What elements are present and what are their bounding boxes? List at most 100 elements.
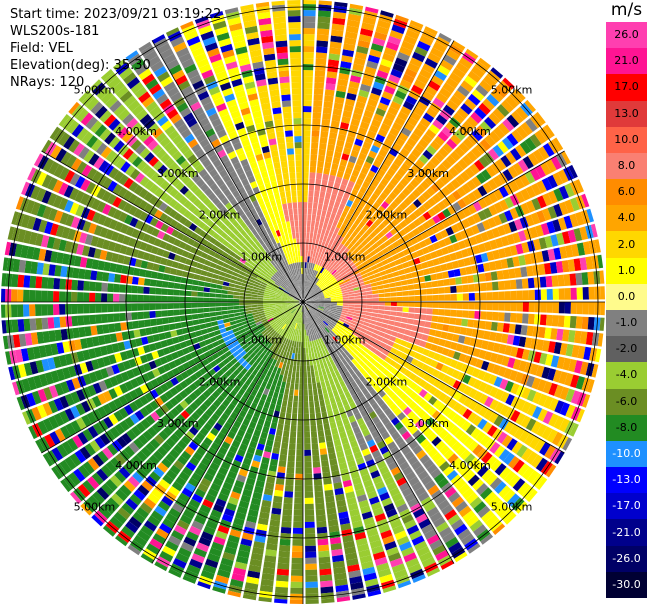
velocity-gate (97, 214, 107, 226)
velocity-gate (496, 431, 508, 444)
velocity-gate (314, 491, 324, 498)
velocity-gate (350, 440, 359, 448)
velocity-gate (433, 135, 445, 147)
velocity-gate (296, 317, 299, 324)
velocity-gate (535, 165, 546, 179)
velocity-gate (536, 180, 547, 194)
velocity-gate (326, 224, 332, 231)
velocity-gate (233, 295, 240, 299)
velocity-gate (350, 223, 358, 231)
velocity-gate (116, 436, 128, 448)
velocity-gate (134, 398, 144, 409)
velocity-gate (181, 235, 190, 243)
velocity-gate (515, 106, 529, 121)
velocity-gate (244, 378, 252, 386)
velocity-gate (456, 285, 463, 293)
velocity-gate (402, 296, 409, 302)
velocity-gate (299, 311, 302, 318)
velocity-gate (305, 256, 308, 263)
velocity-gate (248, 278, 256, 284)
velocity-gate (404, 158, 414, 168)
velocity-gate (375, 107, 386, 117)
velocity-gate (214, 357, 223, 365)
velocity-gate (66, 328, 74, 340)
velocity-gate (307, 302, 313, 304)
velocity-gate (316, 40, 329, 48)
velocity-gate (354, 378, 362, 386)
velocity-gate (396, 456, 407, 466)
velocity-gate (351, 230, 358, 238)
velocity-gate (210, 413, 220, 422)
velocity-gate (365, 360, 373, 368)
velocity-gate (390, 311, 397, 316)
velocity-gate (305, 294, 311, 300)
velocity-gate (319, 246, 324, 254)
velocity-gate (293, 303, 300, 306)
velocity-gate (358, 152, 367, 161)
velocity-gate (334, 325, 341, 331)
velocity-gate (273, 495, 283, 503)
velocity-gate (397, 580, 412, 589)
velocity-gate (312, 300, 319, 302)
velocity-gate (478, 273, 486, 282)
velocity-gate (43, 387, 53, 401)
velocity-gate (305, 557, 317, 564)
velocity-gate (314, 184, 321, 192)
velocity-gate (220, 557, 234, 567)
velocity-gate (376, 262, 384, 268)
velocity-gate (251, 345, 258, 352)
velocity-gate (286, 376, 292, 383)
velocity-gate (373, 551, 386, 561)
velocity-gate (304, 455, 312, 462)
velocity-gate (284, 418, 291, 426)
velocity-gate (412, 319, 420, 326)
velocity-gate (405, 435, 415, 446)
velocity-gate (410, 358, 419, 366)
velocity-gate (344, 546, 357, 555)
velocity-gate (247, 394, 255, 402)
velocity-gate (410, 251, 419, 259)
velocity-gate (328, 258, 334, 265)
velocity-gate (281, 515, 292, 522)
velocity-gate (398, 132, 409, 142)
velocity-gate (300, 348, 303, 354)
velocity-gate (296, 305, 301, 310)
velocity-gate (348, 296, 355, 300)
velocity-gate (157, 325, 165, 333)
velocity-gate (315, 345, 320, 353)
velocity-gate (64, 170, 75, 184)
velocity-gate (328, 199, 335, 207)
velocity-gate (149, 295, 156, 302)
velocity-gate (360, 166, 369, 175)
velocity-gate (307, 329, 311, 336)
velocity-gate (280, 368, 285, 376)
velocity-gate (466, 247, 475, 256)
velocity-gate (358, 549, 371, 558)
velocity-gate (427, 447, 439, 458)
velocity-gate (397, 412, 406, 421)
velocity-gate (173, 282, 181, 289)
velocity-gate (269, 306, 276, 310)
velocity-gate (215, 334, 223, 341)
velocity-gate (387, 412, 397, 421)
velocity-gate (202, 380, 211, 389)
velocity-gate (303, 178, 309, 185)
velocity-gate (292, 401, 298, 408)
velocity-gate (220, 461, 231, 471)
velocity-gate (368, 150, 378, 159)
velocity-gate (137, 484, 150, 497)
velocity-gate (303, 280, 306, 287)
velocity-gate (322, 107, 332, 115)
velocity-gate (307, 287, 311, 294)
velocity-gate (281, 323, 287, 330)
velocity-gate (312, 106, 322, 113)
velocity-gate (315, 406, 321, 414)
velocity-gate (422, 90, 435, 102)
velocity-gate (323, 308, 330, 312)
velocity-gate (286, 339, 291, 346)
velocity-gate (167, 309, 174, 317)
velocity-gate (362, 321, 370, 327)
velocity-gate (85, 360, 94, 372)
velocity-gate (326, 149, 334, 157)
velocity-gate (340, 437, 349, 445)
